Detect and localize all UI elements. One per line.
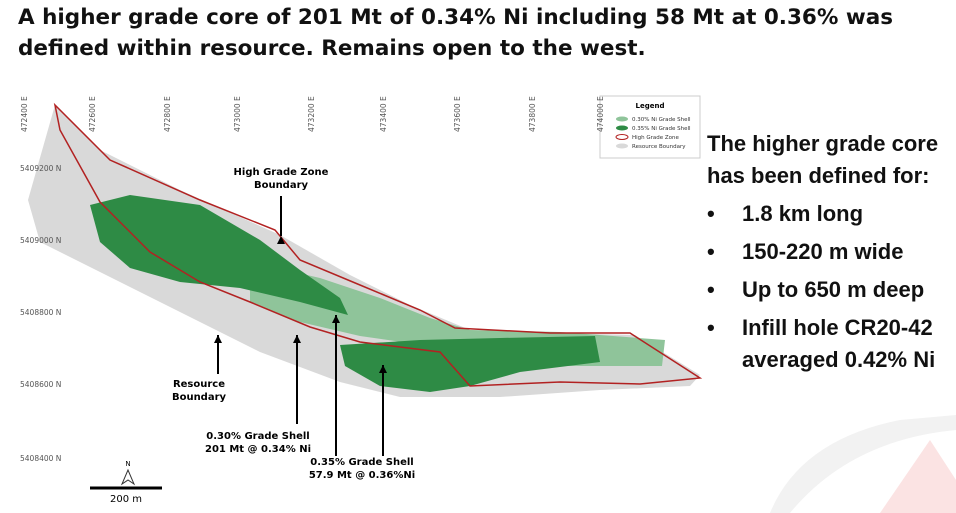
legend-label: 0.35% Ni Grade Shell xyxy=(632,126,691,132)
northing-label: 5408800 N xyxy=(20,308,61,317)
decoration xyxy=(770,415,956,513)
legend xyxy=(599,95,701,159)
arrow-head xyxy=(293,335,301,343)
summary-heading: The higher grade core has been defined f… xyxy=(707,131,939,188)
easting-label: 473400 E xyxy=(379,96,388,132)
bullet: Up to 650 m deep xyxy=(707,274,947,306)
decoration xyxy=(880,440,956,513)
legend-label: Resource Boundary xyxy=(632,144,686,150)
north-label: N xyxy=(125,460,130,468)
arrow-head xyxy=(379,365,387,373)
legend-label: 0.30% Ni Grade Shell xyxy=(632,117,691,123)
annotation: Boundary xyxy=(172,392,227,403)
high-grade-zone xyxy=(53,102,703,387)
easting-label: 472600 E xyxy=(88,96,97,132)
annotation: High Grade Zone xyxy=(234,167,329,178)
bullet: 150-220 m wide xyxy=(707,236,947,268)
annotation: 0.35% Grade Shell xyxy=(310,457,413,468)
legend-label: High Grade Zone xyxy=(632,135,680,141)
northing-label: 5409000 N xyxy=(20,236,61,245)
easting-label: 473600 E xyxy=(453,96,462,132)
easting-label: 473000 E xyxy=(233,96,242,132)
easting-label: 473800 E xyxy=(528,96,537,132)
bullet: 1.8 km long xyxy=(707,198,947,230)
legend-title: Legend xyxy=(636,102,665,110)
scale-label: 200 m xyxy=(110,494,142,505)
arrow-head xyxy=(214,335,222,343)
grade-shell-035 xyxy=(340,336,600,392)
annotation: 57.9 Mt @ 0.36%Ni xyxy=(309,470,415,481)
bullet-list: 1.8 km long 150-220 m wide Up to 650 m dee… xyxy=(707,198,947,376)
easting-label: 472400 E xyxy=(20,96,29,132)
slide-title: A higher grade core of 201 Mt of 0.34% N… xyxy=(18,5,894,61)
easting-label: 473200 E xyxy=(307,96,316,132)
easting-label: 472800 E xyxy=(163,96,172,132)
arrow-head xyxy=(332,315,340,323)
easting-label: 474000 E xyxy=(596,96,605,132)
bullet: Infill hole CR20-42 averaged 0.42% Ni xyxy=(707,312,947,376)
annotation: Resource xyxy=(173,379,225,390)
summary: The higher grade core has been defined f… xyxy=(707,128,947,382)
grade-shell-035 xyxy=(90,195,348,315)
northing-label: 5408600 N xyxy=(20,380,61,389)
annotation: Boundary xyxy=(254,180,309,191)
arrow-head xyxy=(277,236,285,244)
north-arrow xyxy=(120,468,136,486)
northing-label: 5409200 N xyxy=(20,164,61,173)
annotation: 0.30% Grade Shell xyxy=(206,431,309,442)
annotation: 201 Mt @ 0.34% Ni xyxy=(205,444,311,455)
northing-label: 5408400 N xyxy=(20,454,61,463)
